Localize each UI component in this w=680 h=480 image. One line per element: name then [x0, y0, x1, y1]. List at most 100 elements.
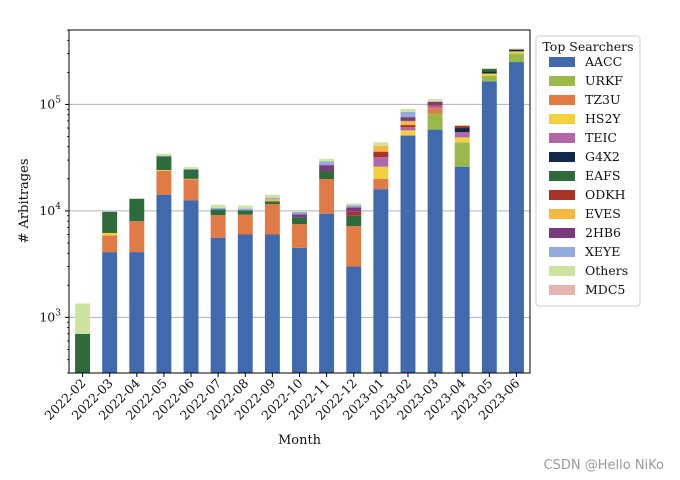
- legend-label: EAFS: [585, 168, 620, 183]
- y-tick-label-base: 10: [39, 203, 55, 218]
- bar-segment-others: [373, 142, 389, 146]
- y-tick-label-base: 10: [39, 309, 55, 324]
- bar-segment-tz3u: [237, 214, 253, 235]
- bar-segment-2hb6: [319, 165, 335, 171]
- legend-swatch: [549, 152, 575, 162]
- bar-segment-tz3u: [346, 226, 362, 267]
- bar-segment-teic: [427, 105, 443, 109]
- bar-segment-aacc: [183, 200, 199, 373]
- bar-segment-others: [346, 203, 362, 206]
- bar-segment-hs2y: [454, 137, 470, 143]
- bar-segment-others: [210, 204, 226, 208]
- bar-segment-aacc: [292, 247, 307, 373]
- bar-segment-tz3u: [373, 178, 389, 190]
- bar-segment-tz3u: [427, 108, 443, 114]
- bar-segment-tz3u: [129, 221, 145, 253]
- bar-segment-aacc: [237, 234, 253, 373]
- bar-segment-others: [237, 205, 253, 209]
- bar-segment-tz3u: [156, 170, 172, 195]
- watermark: CSDN @Hello NiKo: [544, 458, 664, 473]
- bar-segment-eafs: [292, 217, 307, 225]
- bar-segment-aacc: [373, 189, 389, 373]
- bar-segment-eafs: [237, 210, 253, 215]
- y-tick-label-base: 10: [39, 96, 55, 111]
- bar-segment-2hb6: [427, 101, 443, 105]
- bar-segment-xeye: [292, 211, 307, 215]
- legend-swatch: [549, 114, 575, 124]
- bar-segment-urkf: [508, 53, 524, 63]
- bar-segment-others: [292, 210, 307, 212]
- bar-segment-urkf: [454, 142, 470, 167]
- bar-segment-xeye: [319, 161, 335, 166]
- bar-segment-g4x2: [454, 128, 470, 133]
- bar-segment-g4x2: [508, 49, 524, 52]
- bar-segment-eves: [400, 120, 416, 126]
- bar-segment-urkf: [481, 75, 497, 82]
- bar-segment-tz3u: [210, 215, 226, 238]
- bar-segment-tz3u: [319, 179, 335, 214]
- bars-layer: [75, 48, 524, 373]
- bar-segment-others: [75, 303, 91, 334]
- bar-segment-eafs: [75, 333, 91, 373]
- legend-label: ODKH: [585, 187, 626, 202]
- legend-swatch: [549, 209, 575, 219]
- bar-segment-xeye: [346, 205, 362, 208]
- bar-segment-aacc: [102, 252, 118, 373]
- bar-segment-eafs: [346, 215, 362, 227]
- bar-segment-hs2y: [481, 73, 497, 76]
- legend-swatch: [549, 95, 575, 105]
- legend-swatch: [549, 171, 575, 181]
- bar-segment-odkh: [400, 125, 416, 128]
- y-axis-title: # Arbitrages: [17, 159, 32, 244]
- bar-segment-odkh: [427, 104, 443, 106]
- bar-segment-odkh: [346, 211, 362, 216]
- legend-title: Top Searchers: [542, 39, 633, 54]
- bar-segment-hs2y: [508, 51, 524, 54]
- bar-segment-2hb6: [400, 117, 416, 121]
- bar-segment-eves: [264, 199, 280, 202]
- legend-swatch: [549, 266, 575, 276]
- bar-segment-eves: [373, 145, 389, 152]
- bar-segment-xeye: [210, 207, 226, 210]
- bar-segment-aacc: [508, 62, 524, 373]
- bar-segment-xeye: [400, 111, 416, 118]
- bar-segment-eafs: [129, 198, 145, 222]
- bar-segment-teic: [400, 127, 416, 131]
- y-tick-label: 105: [39, 95, 61, 111]
- bar-segment-others: [481, 67, 497, 70]
- bar-segment-hs2y: [400, 130, 416, 136]
- bar-segment-tz3u: [292, 224, 307, 248]
- bar-segment-hs2y: [373, 166, 389, 179]
- bar-segment-hs2y: [156, 170, 172, 171]
- x-axis-title: Month: [278, 433, 322, 448]
- bar-segment-eafs: [102, 211, 118, 233]
- bar-segment-aacc: [210, 237, 226, 373]
- bar-segment-others: [156, 153, 172, 156]
- y-tick-label: 104: [39, 202, 61, 218]
- bar-segment-aacc: [264, 234, 280, 373]
- legend-items: AACC URKF TZ3U HS2Y TEIC G4X2 EAFS ODKH EVES 2HB6…: [549, 54, 628, 297]
- legend-label: MDC5: [585, 282, 625, 297]
- bar-segment-eafs: [183, 169, 199, 179]
- legend-label: Others: [585, 263, 628, 278]
- bar-segment-xeye: [156, 155, 172, 157]
- legend-swatch: [549, 285, 575, 295]
- bar-segment-others: [264, 194, 280, 198]
- bar-segment-eafs: [210, 209, 226, 216]
- bar-segment-eafs: [481, 69, 497, 72]
- y-tick-label: 103: [39, 308, 61, 324]
- bar-segment-aacc: [427, 129, 443, 373]
- bar-segment-aacc: [129, 252, 145, 373]
- bar-segment-aacc: [319, 213, 335, 373]
- bar-segment-xeye: [264, 197, 280, 200]
- legend-swatch: [549, 57, 575, 67]
- bar-segment-2hb6: [508, 49, 524, 50]
- bar-segment-teic: [454, 132, 470, 138]
- bar-segment-hs2y: [102, 232, 118, 236]
- legend-label: TZ3U: [585, 92, 621, 107]
- legend: Top Searchers AACC URKF TZ3U HS2Y TEIC G4X2 EA…: [535, 35, 641, 307]
- y-tick-label-exponent: 4: [55, 202, 61, 212]
- legend-swatch: [549, 76, 575, 86]
